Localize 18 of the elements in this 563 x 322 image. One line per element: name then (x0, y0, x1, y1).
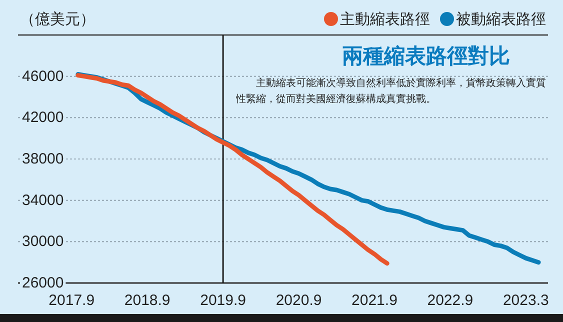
legend-label: 被動縮表路徑 (456, 11, 546, 28)
y-tick-label: 30000 (22, 233, 64, 250)
x-tick-label: 2019.9 (200, 292, 246, 309)
y-tick-label: 38000 (22, 150, 64, 168)
x-tick-label: 2017.9 (48, 292, 95, 309)
x-tick-label: 2022.9 (427, 292, 474, 309)
y-axis-title: （億美元） (20, 11, 95, 28)
chart-title: 兩種縮表路徑對比 (342, 43, 510, 68)
x-tick-label: 2023.3 (502, 292, 549, 309)
x-tick-label: 2021.9 (352, 292, 398, 309)
x-tick-label: 2020.9 (276, 292, 322, 309)
y-tick-label: 34000 (22, 192, 64, 209)
y-tick-label: 26000 (22, 274, 64, 292)
legend-label: 主動縮表路徑 (340, 11, 430, 28)
annotation: 主動縮表可能漸次導致自然利率低於實際利率，貨幣政策轉入實質性緊縮，從而對美國經濟復蘇構成真實挑戰。 (236, 76, 547, 107)
x-tick-label: 2018.9 (124, 292, 170, 309)
y-tick-label: 42000 (22, 109, 64, 126)
y-tick-label: 46000 (22, 68, 64, 85)
